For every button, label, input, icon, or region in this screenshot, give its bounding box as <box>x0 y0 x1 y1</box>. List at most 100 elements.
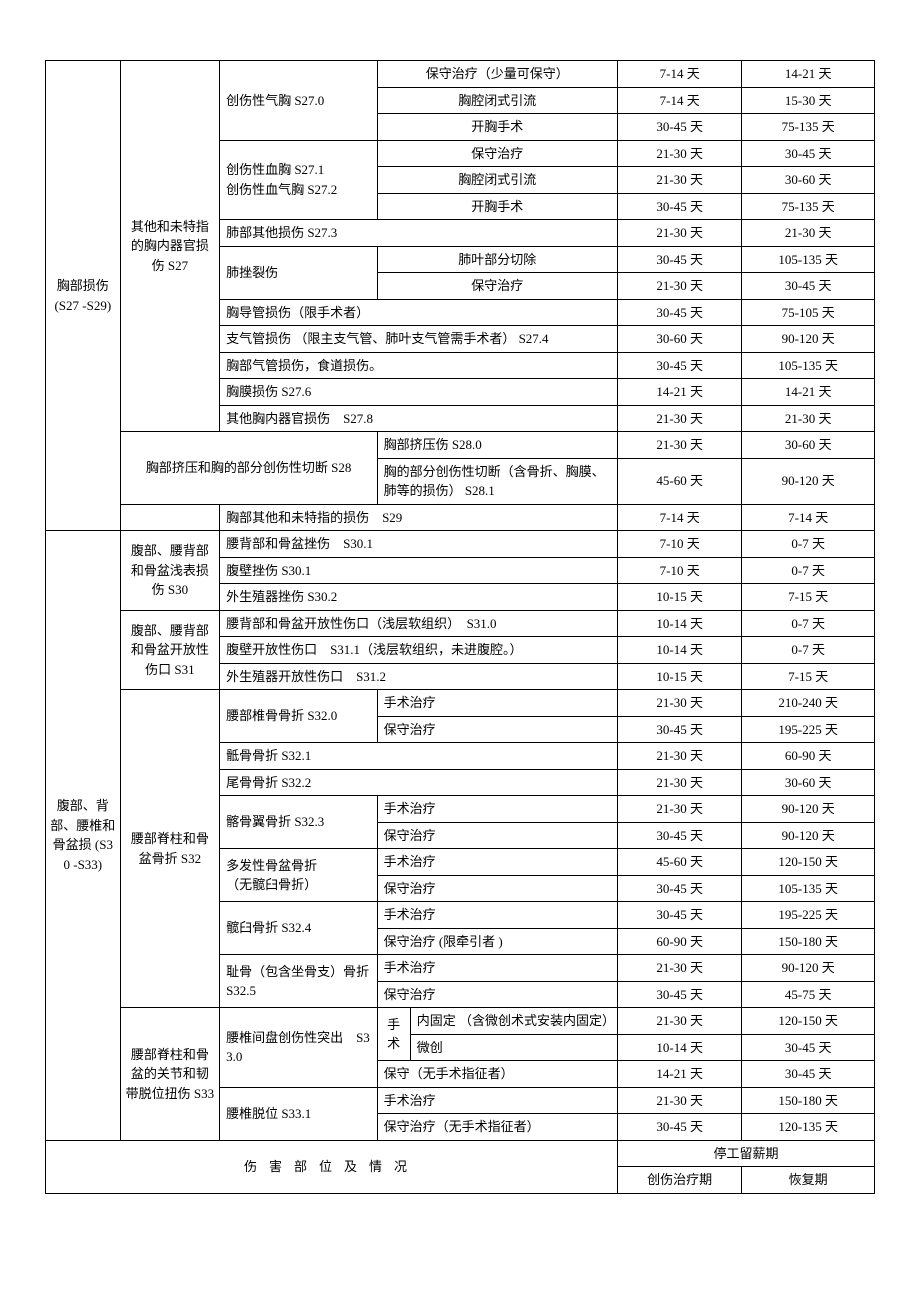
footer-c2: 恢复期 <box>742 1167 875 1194</box>
treat: 保守治疗 <box>377 981 617 1008</box>
c1: 21-30 天 <box>617 690 741 717</box>
c2: 30-60 天 <box>742 167 875 194</box>
c2: 90-120 天 <box>742 458 875 504</box>
c2: 21-30 天 <box>742 220 875 247</box>
c2: 30-60 天 <box>742 769 875 796</box>
cell: 腹壁挫伤 S30.1 <box>220 557 618 584</box>
cell: 腰背部和骨盆开放性伤口（浅层软组织） S31.0 <box>220 610 618 637</box>
treat: 微创 <box>410 1034 617 1061</box>
cell-disc: 腰椎间盘创伤性突出 S33.0 <box>220 1008 378 1088</box>
sub-s33: 腰部脊柱和骨盆的关节和韧带脱位扭伤 S33 <box>120 1008 219 1141</box>
c2: 30-60 天 <box>742 432 875 459</box>
c2: 30-45 天 <box>742 273 875 300</box>
filler <box>120 504 219 531</box>
c2: 75-105 天 <box>742 299 875 326</box>
treat: 保守治疗（无手术指征者） <box>377 1114 617 1141</box>
c2: 45-75 天 <box>742 981 875 1008</box>
c1: 30-45 天 <box>617 193 741 220</box>
sub-s29: 胸部其他和未特指的损伤 S29 <box>220 504 618 531</box>
cell-other-thoracic: 其他胸内器官损伤 S27.8 <box>220 405 618 432</box>
cell-pneumothorax: 创伤性气胸 S27.0 <box>220 61 378 141</box>
cell: 腹壁开放性伤口 S31.1（浅层软组织，未进腹腔。） <box>220 637 618 664</box>
c1: 21-30 天 <box>617 405 741 432</box>
c2: 0-7 天 <box>742 610 875 637</box>
c2: 14-21 天 <box>742 61 875 88</box>
cell-acetabulum: 髋臼骨折 S32.4 <box>220 902 378 955</box>
c1: 7-14 天 <box>617 504 741 531</box>
c1: 30-45 天 <box>617 875 741 902</box>
c1: 30-45 天 <box>617 902 741 929</box>
c1: 30-45 天 <box>617 246 741 273</box>
c1: 60-90 天 <box>617 928 741 955</box>
sub-s28: 胸部挤压和胸的部分创伤性切断 S28 <box>120 432 377 505</box>
c1: 21-30 天 <box>617 140 741 167</box>
c2: 60-90 天 <box>742 743 875 770</box>
c1: 30-45 天 <box>617 981 741 1008</box>
c1: 7-14 天 <box>617 87 741 114</box>
c2: 120-135 天 <box>742 1114 875 1141</box>
c2: 75-135 天 <box>742 193 875 220</box>
c2: 7-14 天 <box>742 504 875 531</box>
c1: 30-45 天 <box>617 114 741 141</box>
cell-ilium: 髂骨翼骨折 S32.3 <box>220 796 378 849</box>
cell: 腰背部和骨盆挫伤 S30.1 <box>220 531 618 558</box>
c2: 105-135 天 <box>742 246 875 273</box>
treat: 内固定 （含微创术式安装内固定） <box>410 1008 617 1035</box>
c2: 90-120 天 <box>742 822 875 849</box>
label-surgery: 手术 <box>377 1008 410 1061</box>
treat: 手术治疗 <box>377 902 617 929</box>
treat: 保守治疗 <box>377 273 617 300</box>
cell-multiple-pelvis: 多发性骨盆骨折 （无髋臼骨折） <box>220 849 378 902</box>
c1: 7-10 天 <box>617 557 741 584</box>
sub-s31: 腹部、腰背部和骨盆开放性伤口 S31 <box>120 610 219 690</box>
c2: 21-30 天 <box>742 405 875 432</box>
treat: 手术治疗 <box>377 849 617 876</box>
cell: 外生殖器开放性伤口 S31.2 <box>220 663 618 690</box>
cell-hemothorax: 创伤性血胸 S27.1 创伤性血气胸 S27.2 <box>220 140 378 220</box>
c1: 30-45 天 <box>617 822 741 849</box>
treat: 胸腔闭式引流 <box>377 87 617 114</box>
c1: 21-30 天 <box>617 769 741 796</box>
treat: 开胸手术 <box>377 114 617 141</box>
c1: 30-45 天 <box>617 352 741 379</box>
treat: 胸的部分创伤性切断（含骨折、胸膜、肺等的损伤） S28.1 <box>377 458 617 504</box>
c1: 10-15 天 <box>617 584 741 611</box>
cell-pleura: 胸膜损伤 S27.6 <box>220 379 618 406</box>
treat: 保守治疗（少量可保守） <box>377 61 617 88</box>
sub-s32: 腰部脊柱和骨盆骨折 S32 <box>120 690 219 1008</box>
c2: 7-15 天 <box>742 584 875 611</box>
c2: 90-120 天 <box>742 796 875 823</box>
treat: 胸腔闭式引流 <box>377 167 617 194</box>
c1: 21-30 天 <box>617 1087 741 1114</box>
c1: 10-14 天 <box>617 637 741 664</box>
treat: 开胸手术 <box>377 193 617 220</box>
c2: 0-7 天 <box>742 637 875 664</box>
footer-right-top: 停工留薪期 <box>617 1140 874 1167</box>
c1: 21-30 天 <box>617 955 741 982</box>
c1: 30-45 天 <box>617 1114 741 1141</box>
c1: 21-30 天 <box>617 273 741 300</box>
c1: 21-30 天 <box>617 220 741 247</box>
c2: 150-180 天 <box>742 928 875 955</box>
c1: 45-60 天 <box>617 849 741 876</box>
c2: 150-180 天 <box>742 1087 875 1114</box>
footer-c1: 创伤治疗期 <box>617 1167 741 1194</box>
c1: 7-10 天 <box>617 531 741 558</box>
cell: 外生殖器挫伤 S30.2 <box>220 584 618 611</box>
treat: 保守治疗 (限牵引者 ) <box>377 928 617 955</box>
treat: 保守治疗 <box>377 822 617 849</box>
c2: 0-7 天 <box>742 557 875 584</box>
sub-s30: 腹部、腰背部和骨盆浅表损伤 S30 <box>120 531 219 611</box>
c2: 0-7 天 <box>742 531 875 558</box>
c1: 10-15 天 <box>617 663 741 690</box>
c1: 14-21 天 <box>617 1061 741 1088</box>
c1: 10-14 天 <box>617 610 741 637</box>
cell-thoracic-duct: 胸导管损伤（限手术者） <box>220 299 618 326</box>
c1: 21-30 天 <box>617 167 741 194</box>
c2: 105-135 天 <box>742 875 875 902</box>
c1: 7-14 天 <box>617 61 741 88</box>
injury-classification-table: 胸部损伤 (S27 -S29) 其他和未特指的胸内器官损伤 S27 创伤性气胸 … <box>45 60 875 1194</box>
treat: 手术治疗 <box>377 796 617 823</box>
c2: 7-15 天 <box>742 663 875 690</box>
c1: 14-21 天 <box>617 379 741 406</box>
